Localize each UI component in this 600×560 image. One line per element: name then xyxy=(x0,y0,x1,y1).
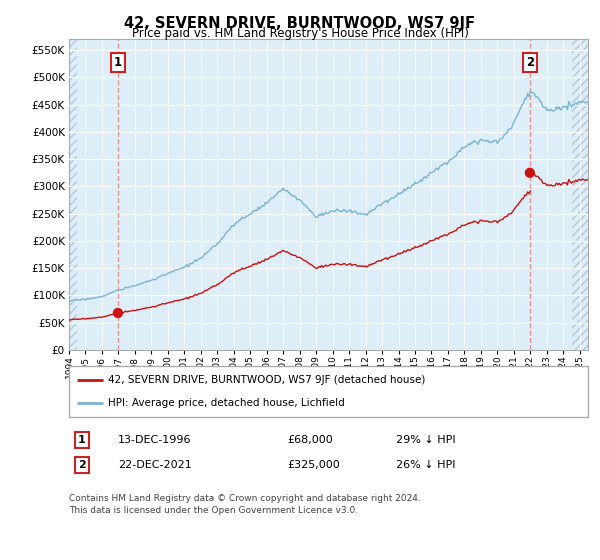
Bar xyxy=(572,39,588,350)
Text: £325,000: £325,000 xyxy=(287,460,340,470)
Text: 13-DEC-1996: 13-DEC-1996 xyxy=(118,435,192,445)
Text: 2: 2 xyxy=(526,55,534,69)
Text: HPI: Average price, detached house, Lichfield: HPI: Average price, detached house, Lich… xyxy=(108,398,344,408)
Text: 1: 1 xyxy=(78,435,86,445)
Text: 22-DEC-2021: 22-DEC-2021 xyxy=(118,460,192,470)
Text: Price paid vs. HM Land Registry's House Price Index (HPI): Price paid vs. HM Land Registry's House … xyxy=(131,27,469,40)
Point xyxy=(525,169,535,178)
FancyBboxPatch shape xyxy=(69,366,588,417)
Text: 42, SEVERN DRIVE, BURNTWOOD, WS7 9JF: 42, SEVERN DRIVE, BURNTWOOD, WS7 9JF xyxy=(125,16,476,31)
Bar xyxy=(69,39,77,350)
Text: 1: 1 xyxy=(114,55,122,69)
Text: Contains HM Land Registry data © Crown copyright and database right 2024.
This d: Contains HM Land Registry data © Crown c… xyxy=(69,494,421,515)
Text: £68,000: £68,000 xyxy=(287,435,333,445)
Text: 26% ↓ HPI: 26% ↓ HPI xyxy=(396,460,455,470)
Point xyxy=(113,309,123,318)
Text: 2: 2 xyxy=(78,460,86,470)
Text: 29% ↓ HPI: 29% ↓ HPI xyxy=(396,435,455,445)
Text: 42, SEVERN DRIVE, BURNTWOOD, WS7 9JF (detached house): 42, SEVERN DRIVE, BURNTWOOD, WS7 9JF (de… xyxy=(108,375,425,385)
